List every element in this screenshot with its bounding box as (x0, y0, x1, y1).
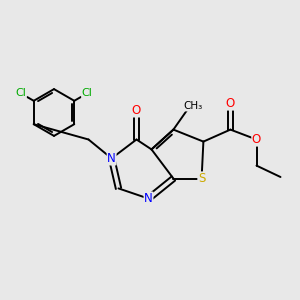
Text: N: N (107, 152, 116, 165)
Text: CH₃: CH₃ (183, 101, 202, 111)
Text: N: N (144, 192, 153, 205)
Text: Cl: Cl (82, 88, 93, 98)
Text: O: O (226, 97, 235, 110)
Text: S: S (198, 172, 205, 185)
Text: O: O (252, 133, 261, 146)
Text: Cl: Cl (15, 88, 26, 98)
Text: O: O (132, 104, 141, 117)
